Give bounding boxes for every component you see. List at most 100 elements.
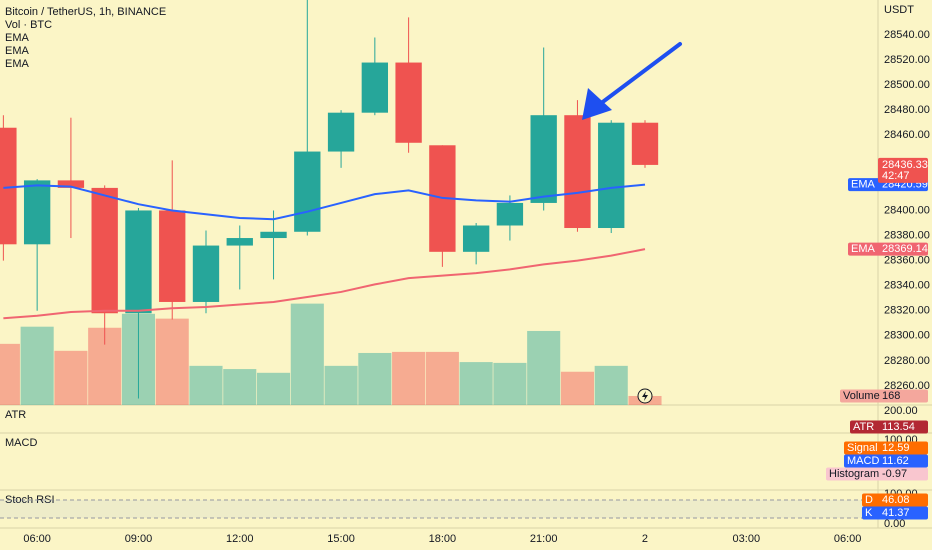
candle-body [361,62,389,113]
axis-tag-text: EMA [851,179,876,191]
y-tick-label: 0.00 [884,518,905,530]
x-tick-label: 09:00 [125,533,153,545]
y-tick-label: 28300.00 [884,330,930,342]
axis-tag-text: ATR [853,421,874,433]
axis-tag-text: MACD [847,455,879,467]
volume-bar [358,352,392,405]
candle-body [496,202,524,226]
volume-bar [493,362,527,405]
axis-tag-text: 12.59 [882,442,910,454]
band-fill [0,499,878,519]
volume-bar [54,350,88,405]
y-tick-label: 28520.00 [884,54,930,66]
volume-bar [392,351,426,405]
axis-tag-text: EMA [851,243,876,255]
currency-label: USDT [884,4,914,16]
volume-bar [256,372,291,405]
plot-area [0,0,662,405]
y-tick-label: 28460.00 [884,129,930,141]
axis-tag [840,389,928,403]
volume-bar [155,318,189,405]
axis-tag-text: -0.97 [882,468,907,480]
volume-bar [20,326,54,405]
y-tick-label: 200.00 [884,405,918,417]
x-tick-label: 18:00 [429,533,457,545]
candle-body [125,210,152,314]
legend-entry: Vol · BTC [5,19,52,31]
axis-tag-text: D [865,494,873,506]
price-tag [878,157,928,183]
legend-entry: EMA [5,58,30,70]
axis-tag [844,454,928,468]
volume-bar [425,351,459,405]
chart-title: Bitcoin / TetherUS, 1h, BINANCE [5,6,166,18]
candle-body [226,238,253,246]
pane-title: MACD [5,437,37,449]
axis-tag-text: 11.62 [882,455,909,467]
x-tick-label: 2 [642,533,648,545]
ema-line [3,183,646,221]
countdown-text: 42:47 [882,170,910,182]
candle-body [192,245,220,302]
x-tick-label: 06:00 [23,533,51,545]
y-tick-label: 28340.00 [884,280,930,292]
volume-bar [324,365,358,405]
candle-body [327,112,355,152]
candle-body [260,231,287,239]
candle-body [294,151,321,232]
candle-body [395,62,422,143]
volume-bar [0,343,20,405]
y-tick-label: 28380.00 [884,229,930,241]
axis-tag [862,493,928,507]
candle-body [530,115,557,203]
volume-bar [560,371,595,405]
y-tick-label: 28260.00 [884,380,930,392]
lightning-icon [637,388,653,404]
plot [0,0,662,405]
axis-tag [826,467,928,481]
axis-tag-text: Histogram [829,468,879,480]
candle-body [91,187,118,314]
axis-tag-text: 41.37 [882,507,910,519]
volume-bar [594,365,628,405]
price-tag-text: 28436.33 [882,159,928,171]
candle-body [57,180,85,188]
candle-body [159,210,186,302]
axis-tag-text: K [865,507,873,519]
candle-body [564,115,591,229]
x-tick-label: 15:00 [327,533,355,545]
y-tick-label: 28320.00 [884,305,930,317]
ema-line [3,248,646,320]
x-tick-label: 21:00 [530,533,558,545]
pane-title: ATR [5,409,26,421]
y-tick-label: 28360.00 [884,255,930,267]
axis-tag-text: 113.54 [882,421,915,433]
axis-tag [862,506,928,520]
axis-tag-text: 46.08 [882,494,910,506]
axis-tag-text: 28369.14 [882,243,928,255]
volume-bar [223,369,257,405]
arrow-annotation [582,42,682,120]
legend-entry: EMA [5,45,30,57]
axis-tag-text: 168 [882,390,900,402]
axis-tag [848,242,928,256]
y-tick-label: 28500.00 [884,79,930,91]
y-tick-label: 28540.00 [884,29,930,41]
candle-body [598,122,625,229]
candle-body [0,127,17,245]
axis-tag [850,420,928,434]
legend-entry: EMA [5,32,30,44]
axis-tag-text: Signal [847,442,878,454]
x-tick-label: 03:00 [733,533,761,545]
x-tick-label: 06:00 [834,533,862,545]
x-tick-label: 12:00 [226,533,254,545]
y-tick-label: 28480.00 [884,104,930,116]
candle-body [462,225,490,252]
y-tick-label: 28400.00 [884,204,930,216]
volume-bar [121,313,156,405]
volume-bar [290,303,324,405]
volume-bar [459,362,493,405]
candle-body [23,180,51,245]
